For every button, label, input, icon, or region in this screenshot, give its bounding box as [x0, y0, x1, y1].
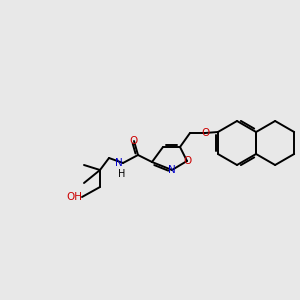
Text: H: H [118, 169, 126, 179]
Text: O: O [130, 136, 138, 146]
Text: OH: OH [66, 192, 82, 202]
Text: N: N [168, 165, 176, 175]
Text: O: O [201, 128, 209, 138]
Text: O: O [183, 156, 191, 166]
Text: N: N [115, 158, 123, 168]
